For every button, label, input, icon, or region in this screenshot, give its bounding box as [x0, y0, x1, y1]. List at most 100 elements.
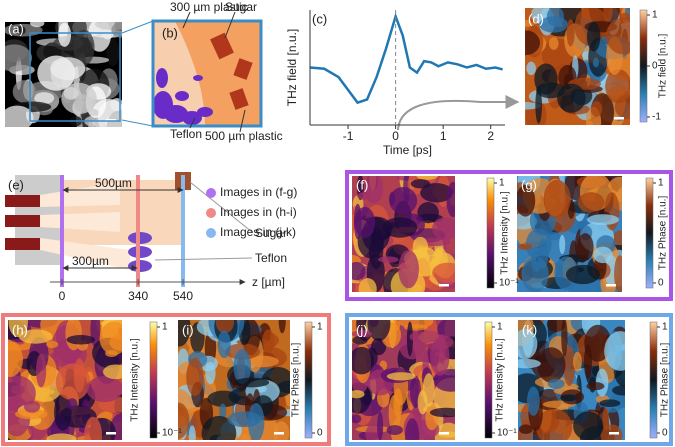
image-blob [434, 422, 455, 440]
label: 300µm [72, 254, 109, 268]
colorbar [484, 321, 493, 439]
image-blob [111, 22, 122, 38]
shape [175, 91, 189, 101]
image-blob [66, 334, 96, 345]
label: 500 µm plastic [205, 129, 283, 143]
shape [151, 19, 263, 128]
image-blob [420, 183, 453, 203]
shape [5, 195, 40, 207]
image-blob [565, 264, 600, 285]
image-blob [215, 320, 235, 334]
image-blob [518, 328, 538, 360]
image-blob [535, 87, 542, 124]
colorbar [649, 321, 658, 439]
image-blob [15, 408, 48, 420]
label: Teflon [170, 127, 202, 141]
shape [182, 11, 191, 29]
scale-bar [439, 284, 449, 287]
image-blob [548, 37, 559, 50]
x-axis-label: Time [ps] [383, 143, 432, 157]
colorbar-tick-label: 1 [662, 322, 668, 333]
image-blob [12, 80, 37, 103]
shape [5, 238, 40, 250]
image [8, 320, 122, 440]
image-blob [518, 358, 541, 369]
image-blob [46, 340, 59, 349]
colorbar-tick-label: 1 [658, 178, 664, 189]
image-blob [55, 363, 90, 401]
label: Images in (f-g) [220, 185, 297, 199]
z-tick-label: 340 [128, 289, 148, 303]
shape [60, 175, 64, 287]
image-blob [46, 433, 77, 440]
image-blob [256, 385, 267, 393]
image-blob [86, 376, 122, 403]
label: (c) [312, 11, 327, 26]
x-tick-label: 2 [487, 129, 494, 143]
image-blob [537, 347, 566, 383]
label: Teflon [255, 251, 287, 265]
image-blob [10, 384, 25, 395]
colorbar-label: THz Phase [n.u.] [291, 343, 302, 418]
colorbar-label: THz Intensity [n.u.] [495, 338, 506, 422]
image-blob [378, 256, 399, 263]
shape [29, 32, 121, 122]
image-blob [561, 320, 568, 357]
image-blob [65, 320, 82, 351]
image-blob [18, 329, 53, 344]
image-blob [30, 22, 45, 28]
colorbar [486, 177, 495, 289]
image-blob [110, 98, 122, 112]
image-blob [178, 402, 190, 439]
colorbar-tick-label: -1 [652, 112, 661, 123]
image-blob [429, 407, 455, 418]
image-blob [557, 83, 586, 113]
image-blob [417, 202, 439, 224]
image-blob [446, 181, 455, 218]
image-blob [371, 337, 387, 356]
image-blob [521, 256, 549, 292]
panel-label: (j) [356, 322, 368, 337]
image [352, 176, 455, 292]
image-blob [534, 63, 558, 95]
image-blob [590, 101, 603, 117]
colorbar-tick-label: 0 [317, 428, 323, 439]
scale-bar [614, 117, 624, 120]
shape [189, 181, 253, 233]
image-blob [84, 416, 103, 440]
label: z [µm] [252, 275, 285, 289]
colorbar-tick-label: 1 [652, 10, 658, 21]
colorbar-tick-label: 1 [499, 178, 505, 189]
image-blob [602, 407, 610, 431]
image-blob [352, 390, 365, 399]
label: 500µm [95, 176, 132, 190]
colorbar-label: THz Phase [n.u.] [658, 196, 669, 271]
image-blob [573, 411, 604, 440]
image-blob [386, 425, 403, 435]
panel-label: (i) [182, 322, 194, 337]
image-blob [525, 30, 541, 56]
image [525, 8, 630, 125]
image-blob [358, 277, 377, 292]
image-blob [517, 185, 536, 217]
image-blob [58, 22, 72, 47]
image-blob [262, 329, 275, 354]
image-blob [430, 337, 450, 376]
colorbar-tick-label: 0 [658, 278, 664, 289]
label: Sugar [255, 226, 287, 240]
colorbar [639, 9, 648, 123]
image-blob [605, 69, 630, 104]
label: Images in (j-k) [220, 225, 296, 239]
image-blob [352, 261, 366, 281]
image-blob [73, 29, 95, 66]
colorbar-tick-label: 0 [662, 428, 668, 439]
image-blob [219, 403, 227, 420]
image-blob [352, 346, 375, 375]
image-blob [352, 336, 368, 345]
image-blob [577, 233, 594, 261]
image [352, 320, 455, 440]
image-blob [539, 16, 568, 33]
image-blob [8, 320, 28, 338]
image-blob [573, 351, 582, 372]
z-tick-label: 540 [173, 289, 193, 303]
